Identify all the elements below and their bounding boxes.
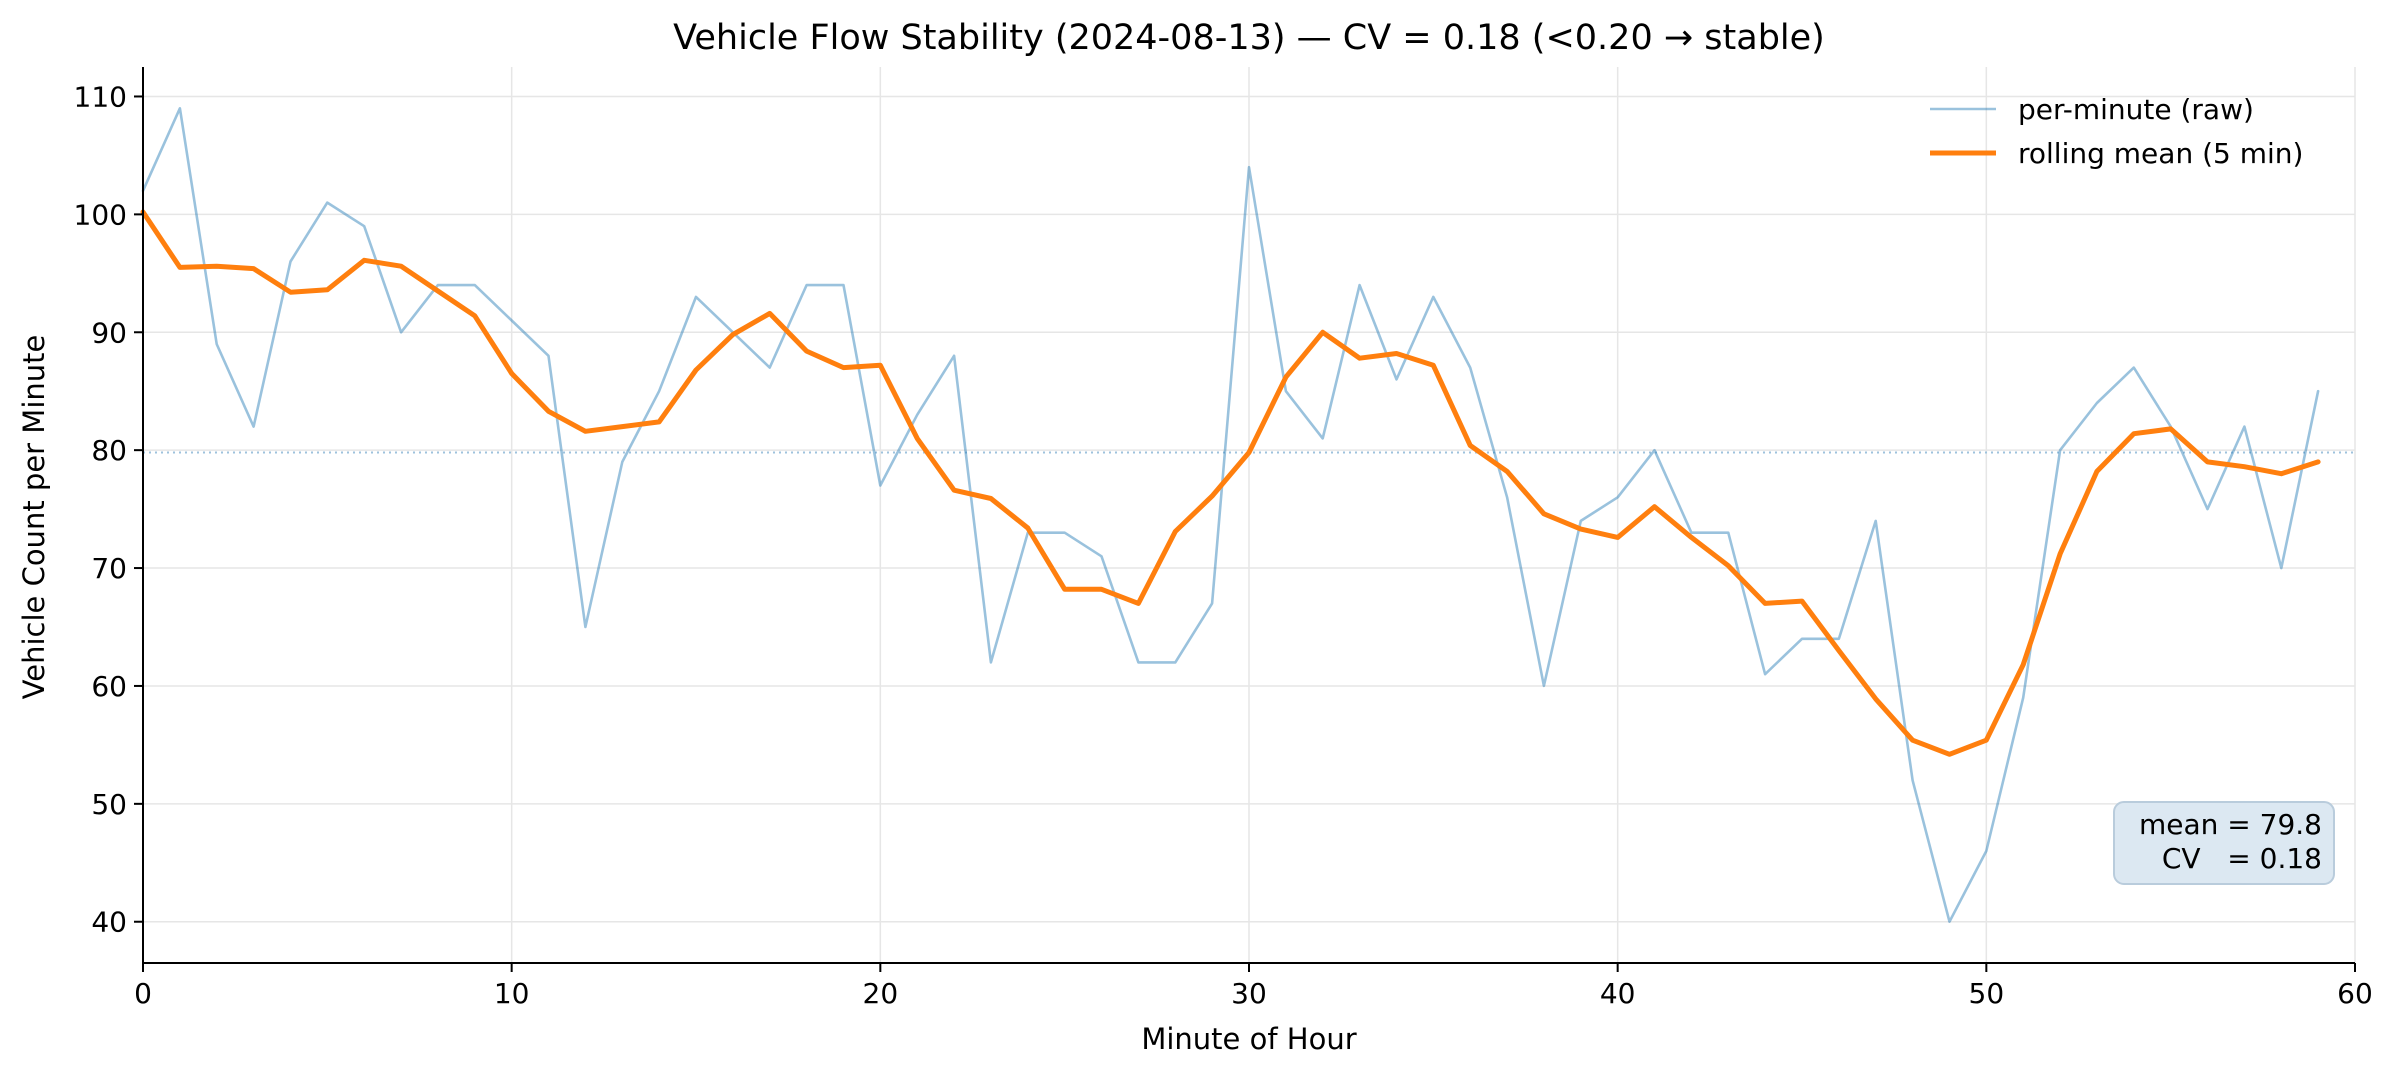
y-tick-label: 90 [91,316,127,349]
series-line-raw [141,107,2320,924]
y-tick-label: 70 [91,552,127,585]
x-tick-label: 40 [1600,977,1636,1010]
series-layer [140,107,2321,924]
legend-label-rolling: rolling mean (5 min) [2018,137,2303,170]
stats-box-background [2113,801,2335,885]
legend-label-raw: per-minute (raw) [2018,93,2254,126]
y-ticks: 40 50 60 70 80 90 100 110 [74,80,143,939]
stats-cv-text: CV = 0.18 [2162,842,2322,875]
y-tick-label: 60 [91,670,127,703]
series-line-rolling [140,209,2321,757]
x-tick-label: 50 [1969,977,2005,1010]
y-tick-label: 110 [74,80,127,113]
legend: per-minute (raw) rolling mean (5 min) [1930,93,2303,170]
stats-box: mean = 79.8 CV = 0.18 [2113,801,2335,885]
x-tick-label: 30 [1231,977,1267,1010]
y-axis-label: Vehicle Count per Minute [17,335,51,700]
x-ticks: 0 10 20 30 40 50 60 [134,963,2373,1010]
x-tick-label: 20 [863,977,899,1010]
chart-title: Vehicle Flow Stability (2024-08-13) — CV… [673,18,1825,58]
stats-mean-text: mean = 79.8 [2139,808,2322,841]
x-axis-label: Minute of Hour [1141,1022,1356,1056]
y-tick-label: 80 [91,434,127,467]
y-tick-label: 100 [74,198,127,231]
x-tick-label: 10 [494,977,530,1010]
y-tick-label: 50 [91,788,127,821]
grid-layer [142,67,2356,963]
x-tick-label: 0 [134,977,152,1010]
x-tick-label: 60 [2337,977,2373,1010]
y-tick-label: 40 [91,906,127,939]
